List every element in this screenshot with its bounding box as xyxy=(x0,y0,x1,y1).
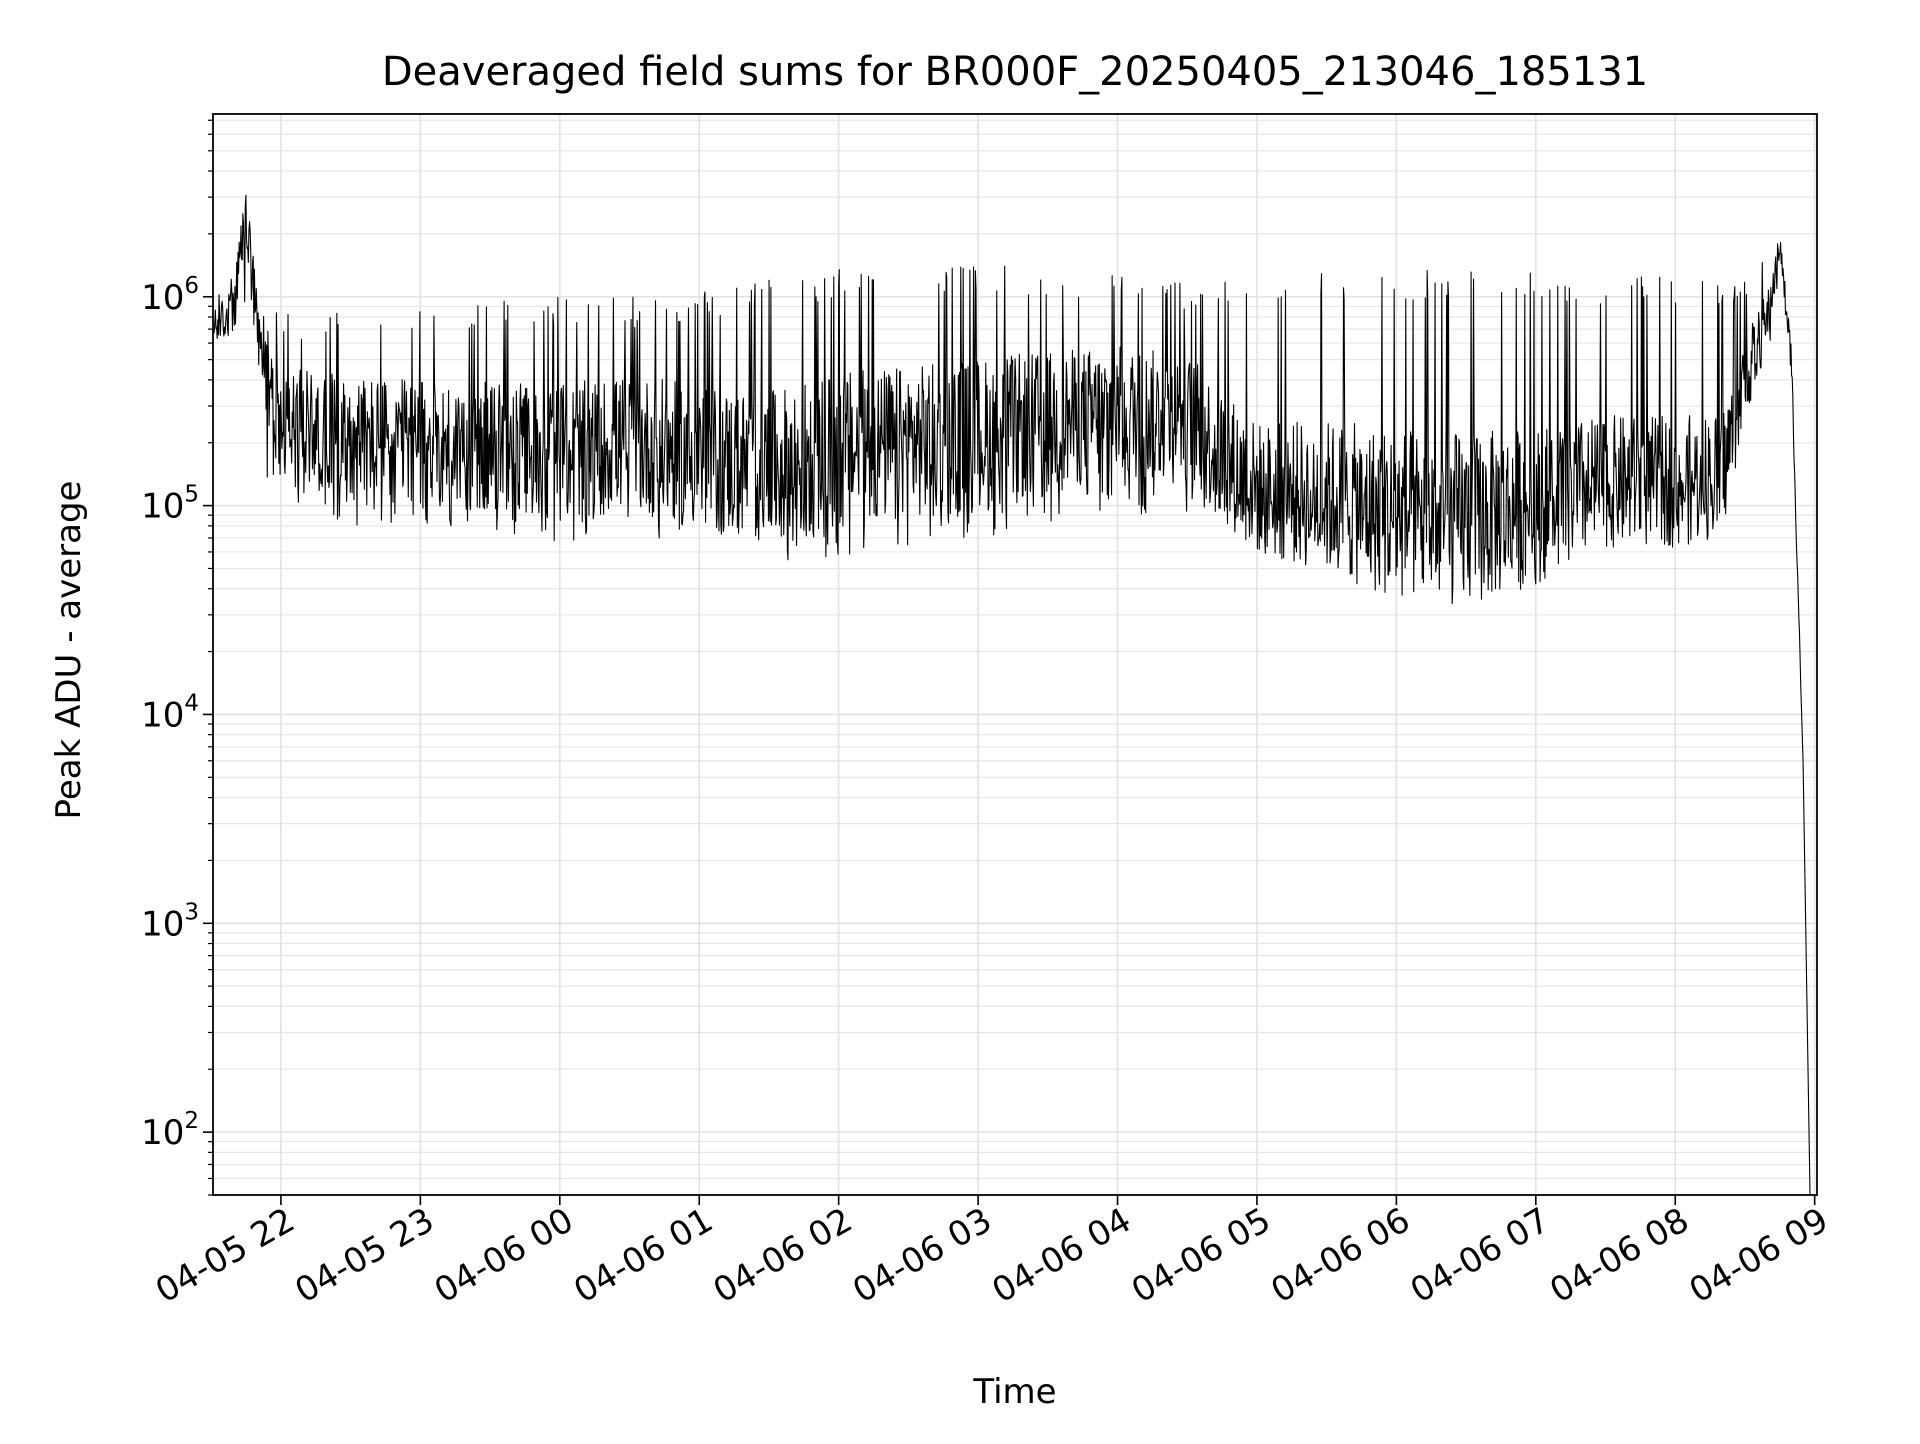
y-tick-label: 105 xyxy=(141,482,199,527)
y-axis-label: Peak ADU - average xyxy=(49,481,89,820)
plot-frame xyxy=(212,113,1818,1196)
x-axis-label: Time xyxy=(972,1372,1056,1412)
plot-series-layer xyxy=(213,194,1811,1195)
series-line xyxy=(213,194,1811,1195)
y-tick-label: 104 xyxy=(141,690,199,735)
y-tick-label: 102 xyxy=(141,1108,199,1153)
y-axis: 102 103 104 105 106 xyxy=(141,119,213,1196)
y-tick-label: 106 xyxy=(141,273,199,318)
y-tick-label: 103 xyxy=(141,899,199,944)
chart-title: Deaveraged field sums for BR000F_2025040… xyxy=(382,49,1648,95)
major-gridlines xyxy=(213,114,1817,1195)
